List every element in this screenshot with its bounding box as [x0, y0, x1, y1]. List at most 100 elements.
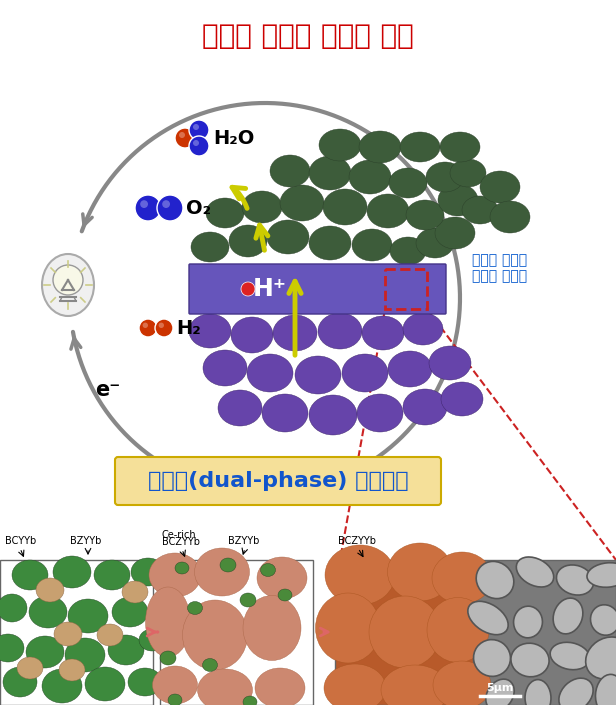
Text: H₂O: H₂O	[213, 128, 254, 147]
Ellipse shape	[187, 601, 203, 615]
Ellipse shape	[441, 382, 483, 416]
Ellipse shape	[65, 638, 105, 672]
Text: H⁺: H⁺	[253, 277, 287, 301]
Ellipse shape	[438, 184, 478, 216]
Ellipse shape	[476, 561, 514, 599]
Ellipse shape	[198, 669, 253, 705]
Ellipse shape	[112, 597, 148, 627]
Ellipse shape	[342, 354, 388, 392]
Ellipse shape	[153, 666, 198, 704]
Bar	[385, 269, 427, 309]
Ellipse shape	[511, 643, 549, 677]
Ellipse shape	[587, 563, 616, 587]
Ellipse shape	[514, 606, 543, 638]
Ellipse shape	[231, 317, 273, 353]
Ellipse shape	[516, 557, 554, 587]
Ellipse shape	[3, 667, 37, 697]
Text: 프로톤 전도성
세라믹 전해질: 프로톤 전도성 세라믹 전해질	[472, 253, 527, 283]
Ellipse shape	[168, 694, 182, 705]
Ellipse shape	[243, 596, 301, 661]
Ellipse shape	[416, 228, 454, 258]
Ellipse shape	[596, 675, 616, 705]
Ellipse shape	[426, 162, 464, 192]
Ellipse shape	[490, 201, 530, 233]
Ellipse shape	[387, 543, 453, 601]
Ellipse shape	[94, 560, 130, 590]
Ellipse shape	[206, 198, 244, 228]
Ellipse shape	[403, 313, 443, 345]
Ellipse shape	[0, 634, 24, 662]
Ellipse shape	[406, 200, 444, 230]
Ellipse shape	[267, 220, 309, 254]
Ellipse shape	[319, 129, 361, 161]
FancyBboxPatch shape	[189, 264, 446, 314]
Ellipse shape	[175, 562, 189, 574]
Ellipse shape	[53, 265, 83, 295]
Ellipse shape	[26, 636, 64, 668]
Ellipse shape	[403, 389, 447, 425]
Ellipse shape	[145, 587, 190, 657]
Ellipse shape	[381, 665, 449, 705]
Text: BZYYb: BZYYb	[70, 536, 102, 546]
Ellipse shape	[220, 558, 236, 572]
Ellipse shape	[427, 598, 489, 663]
Ellipse shape	[182, 600, 248, 670]
Ellipse shape	[195, 548, 249, 596]
Text: 이중상(dual-phase) 반응소결: 이중상(dual-phase) 반응소결	[148, 471, 408, 491]
Bar	[0, 560, 153, 705]
Ellipse shape	[247, 354, 293, 392]
Ellipse shape	[462, 196, 498, 224]
Ellipse shape	[553, 598, 583, 634]
Ellipse shape	[280, 185, 324, 221]
Ellipse shape	[318, 313, 362, 349]
Ellipse shape	[261, 563, 275, 577]
Bar	[475, 560, 616, 705]
Circle shape	[142, 323, 148, 328]
Ellipse shape	[54, 622, 82, 646]
Ellipse shape	[85, 667, 125, 701]
Ellipse shape	[309, 395, 357, 435]
Ellipse shape	[352, 229, 392, 261]
Ellipse shape	[108, 635, 144, 665]
Ellipse shape	[367, 194, 409, 228]
Ellipse shape	[160, 651, 176, 665]
Ellipse shape	[278, 589, 292, 601]
Ellipse shape	[29, 596, 67, 628]
Ellipse shape	[440, 132, 480, 162]
Ellipse shape	[486, 679, 514, 705]
Text: 5μm: 5μm	[486, 683, 514, 693]
Ellipse shape	[243, 696, 257, 705]
Bar	[160, 560, 313, 705]
Ellipse shape	[189, 314, 231, 348]
Circle shape	[135, 195, 161, 221]
Ellipse shape	[474, 639, 511, 676]
Ellipse shape	[359, 131, 401, 163]
Ellipse shape	[97, 624, 123, 646]
Ellipse shape	[240, 593, 256, 607]
Circle shape	[241, 282, 255, 296]
Ellipse shape	[0, 594, 27, 622]
Ellipse shape	[262, 394, 308, 432]
Ellipse shape	[435, 217, 475, 249]
Ellipse shape	[390, 237, 426, 265]
Ellipse shape	[468, 601, 508, 634]
Circle shape	[155, 319, 173, 337]
Ellipse shape	[191, 232, 229, 262]
Circle shape	[158, 323, 164, 328]
Circle shape	[140, 200, 148, 208]
Ellipse shape	[586, 637, 616, 679]
Ellipse shape	[131, 558, 165, 586]
Ellipse shape	[36, 578, 64, 602]
Text: O₂: O₂	[186, 199, 211, 218]
Circle shape	[189, 120, 209, 140]
Ellipse shape	[203, 350, 247, 386]
Text: BZYYb: BZYYb	[228, 536, 259, 546]
Ellipse shape	[325, 545, 395, 605]
Text: BCZYYb: BCZYYb	[338, 536, 376, 546]
Ellipse shape	[42, 669, 82, 703]
Ellipse shape	[315, 593, 381, 663]
Circle shape	[193, 140, 199, 146]
Ellipse shape	[556, 565, 594, 595]
Text: BCZYYb: BCZYYb	[162, 537, 200, 547]
Circle shape	[162, 200, 170, 208]
